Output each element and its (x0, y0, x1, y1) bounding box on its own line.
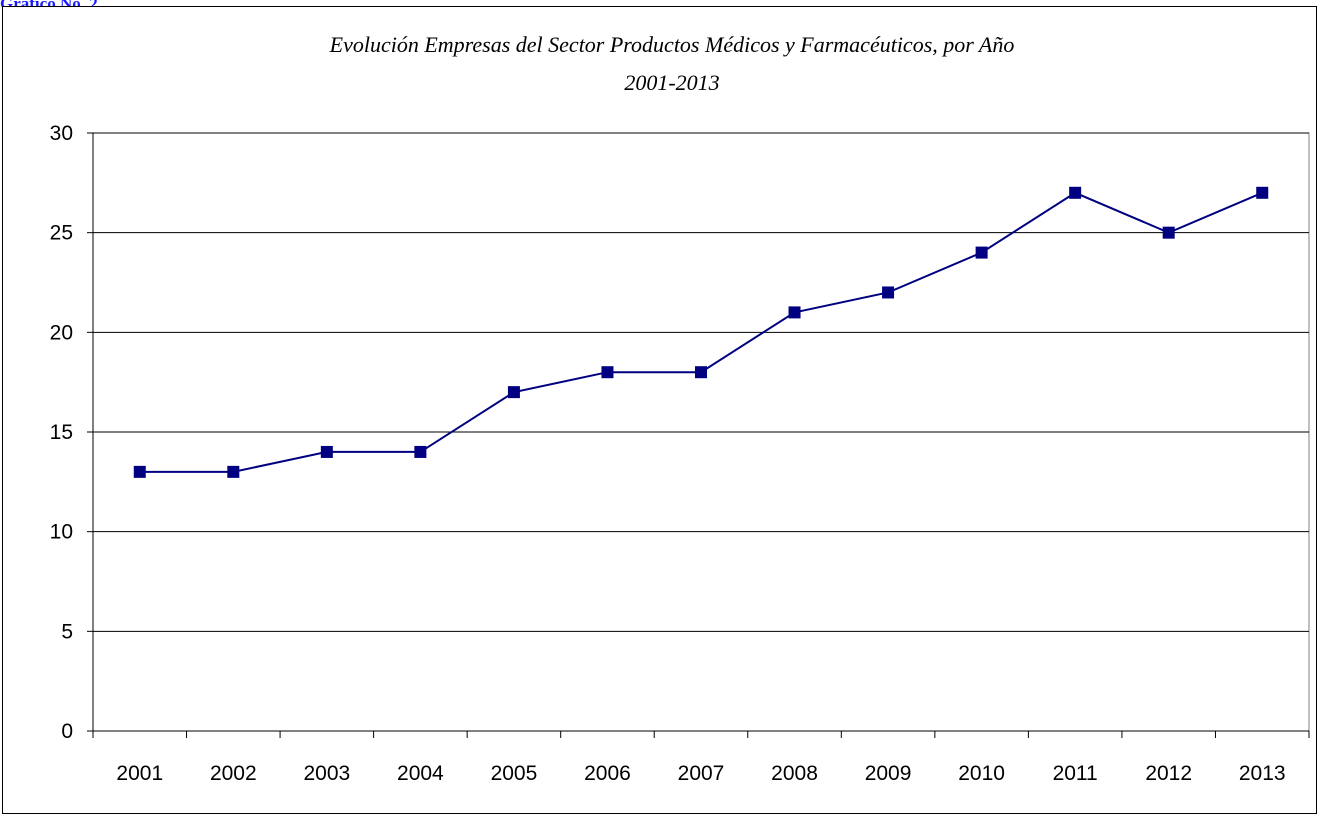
data-point-marker (695, 366, 707, 379)
x-tick-label: 2011 (1053, 762, 1098, 785)
y-tick-label: 30 (50, 122, 73, 145)
x-tick-label: 2002 (210, 762, 257, 785)
data-point-marker (1162, 226, 1175, 239)
data-point-marker (507, 386, 520, 399)
chart-frame (2, 6, 1317, 814)
data-point-marker (1069, 186, 1082, 199)
x-tick-label: 2012 (1145, 762, 1192, 785)
data-point-marker (882, 286, 895, 299)
axes (87, 132, 1310, 738)
data-point-marker (1256, 186, 1269, 199)
data-point-marker (414, 445, 427, 458)
y-tick-label: 25 (50, 222, 73, 245)
y-tick-label: 10 (50, 521, 73, 544)
data-point-marker (133, 465, 146, 478)
y-tick-label: 20 (50, 321, 73, 344)
x-tick-label: 2013 (1239, 762, 1286, 785)
y-tick-label: 0 (61, 720, 73, 743)
series-layer (133, 186, 1269, 478)
y-tick-label: 15 (50, 421, 73, 444)
x-tick-label: 2009 (865, 762, 912, 785)
x-tick-labels: 2001 2002 2003 2004 2005 2006 2007 2008 2009 2010… (116, 762, 1285, 785)
x-tick-label: 2001 (116, 762, 163, 785)
chart-title: Evolución Empresas del Sector Productos … (329, 32, 1015, 57)
x-tick-label: 2008 (771, 762, 818, 785)
gridlines (92, 132, 1310, 732)
x-tick-label: 2006 (584, 762, 631, 785)
data-point-marker (227, 465, 240, 478)
x-tick-label: 2010 (958, 762, 1005, 785)
x-tick-label: 2004 (397, 762, 444, 785)
x-tick-label: 2005 (491, 762, 538, 785)
data-point-marker (975, 246, 988, 259)
data-point-marker (788, 306, 801, 319)
data-point-marker (601, 366, 614, 379)
data-point-marker (320, 445, 333, 458)
x-tick-label: 2007 (678, 762, 725, 785)
chart-subtitle: 2001-2013 (624, 70, 719, 95)
x-tick-label: 2003 (303, 762, 350, 785)
y-tick-label: 5 (61, 620, 73, 643)
y-tick-labels: 0 5 10 15 20 25 30 (50, 122, 73, 743)
